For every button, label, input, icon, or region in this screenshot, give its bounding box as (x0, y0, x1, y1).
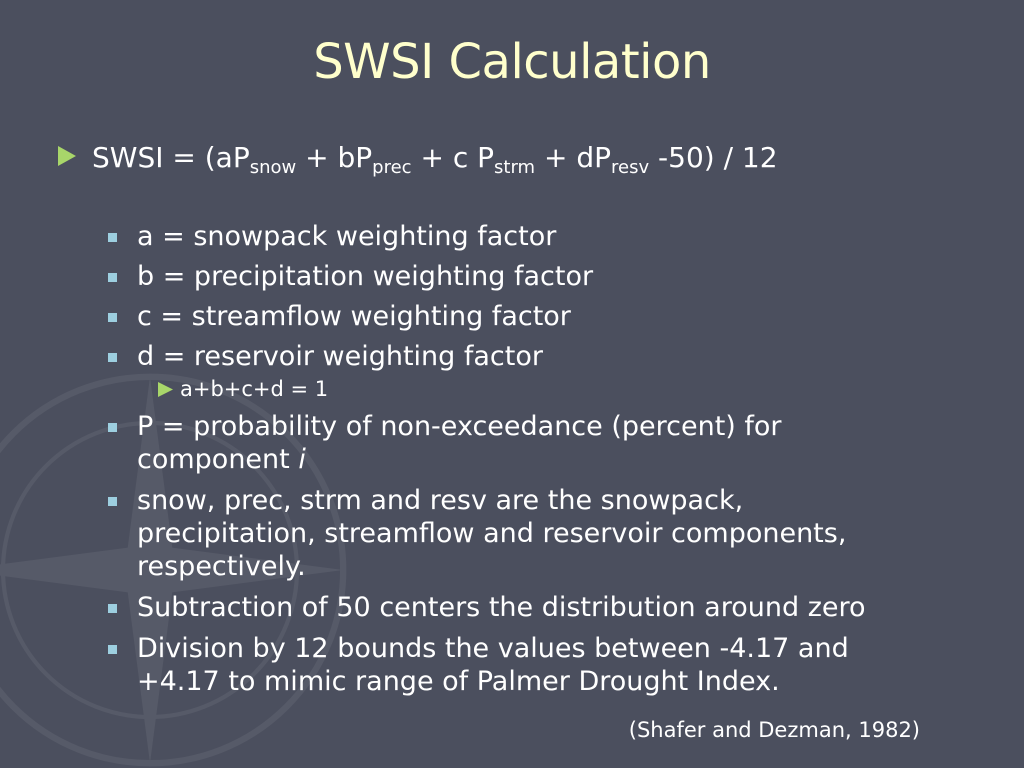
definition-list: a = snowpack weighting factor b = precip… (108, 220, 988, 698)
p-definition-line-1: P = probability of non-exceedance (perce… (137, 411, 782, 442)
p-definition-line-2: component (137, 444, 299, 475)
square-bullet-icon (108, 353, 117, 362)
division-line-1: Division by 12 bounds the values between… (137, 633, 849, 664)
definition-b: b = precipitation weighting factor (137, 261, 594, 292)
square-bullet-icon (108, 273, 117, 282)
square-bullet-icon (108, 497, 117, 506)
definition-c: c = streamflow weighting factor (137, 301, 571, 332)
list-item: c = streamflow weighting factor (108, 300, 988, 333)
list-item: Division by 12 bounds the values between… (108, 632, 988, 698)
list-item: Subtraction of 50 centers the distributi… (108, 591, 988, 624)
subscript-prec: prec (372, 157, 412, 178)
list-item: P = probability of non-exceedance (perce… (108, 410, 988, 476)
definition-d: d = reservoir weighting factor (137, 341, 543, 372)
triangle-arrow-icon (158, 382, 173, 397)
p-definition-italic: i (298, 444, 306, 475)
subscript-strm: strm (494, 157, 536, 178)
components-line-1: snow, prec, strm and resv are the snowpa… (137, 485, 744, 516)
subtraction-note: Subtraction of 50 centers the distributi… (137, 592, 866, 623)
components-line-3: respectively. (137, 551, 306, 582)
swsi-formula: SWSI = (aPsnow + bPprec + c Pstrm + dPre… (92, 141, 778, 178)
definition-a: a = snowpack weighting factor (137, 221, 557, 252)
slide-title: SWSI Calculation (313, 34, 711, 90)
list-item: a+b+c+d = 1 (108, 375, 988, 403)
list-item: snow, prec, strm and resv are the snowpa… (108, 484, 988, 583)
weights-constraint: a+b+c+d = 1 (180, 377, 329, 401)
subscript-resv: resv (611, 157, 650, 178)
square-bullet-icon (108, 313, 117, 322)
square-bullet-icon (108, 423, 117, 432)
citation: (Shafer and Dezman, 1982) (628, 718, 920, 742)
subscript-snow: snow (249, 157, 297, 178)
triangle-arrow-icon (58, 146, 76, 166)
square-bullet-icon (108, 645, 117, 654)
components-line-2: precipitation, streamflow and reservoir … (137, 518, 847, 549)
list-item: d = reservoir weighting factor (108, 340, 988, 373)
list-item: a = snowpack weighting factor (108, 220, 988, 253)
square-bullet-icon (108, 233, 117, 242)
square-bullet-icon (108, 604, 117, 613)
list-item: b = precipitation weighting factor (108, 260, 988, 293)
division-line-2: +4.17 to mimic range of Palmer Drought I… (137, 666, 780, 697)
